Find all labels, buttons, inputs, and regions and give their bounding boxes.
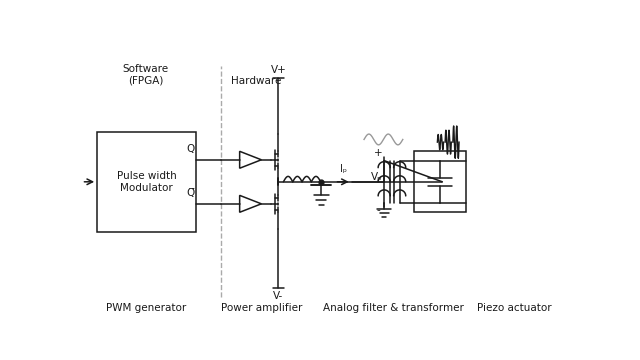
Text: Software
(FPGA): Software (FPGA) [123, 64, 169, 86]
Text: Power amplifier: Power amplifier [221, 303, 303, 313]
Text: Q: Q [186, 144, 194, 154]
Text: V-: V- [273, 291, 284, 301]
Text: Vₚ: Vₚ [371, 172, 382, 182]
Text: Hardware: Hardware [231, 76, 282, 86]
Text: PWM generator: PWM generator [106, 303, 186, 313]
Text: +: + [374, 148, 383, 158]
Text: V+: V+ [271, 65, 286, 75]
Bar [97, 132, 196, 232]
Text: Analog filter & transformer: Analog filter & transformer [323, 303, 464, 313]
Text: Piezo actuator: Piezo actuator [477, 303, 551, 313]
Text: -: - [377, 205, 381, 215]
Bar [413, 152, 467, 212]
Text: Q̅: Q̅ [186, 188, 194, 198]
Text: Pulse width
Modulator: Pulse width Modulator [116, 171, 177, 193]
Text: Iₚ: Iₚ [340, 164, 347, 174]
